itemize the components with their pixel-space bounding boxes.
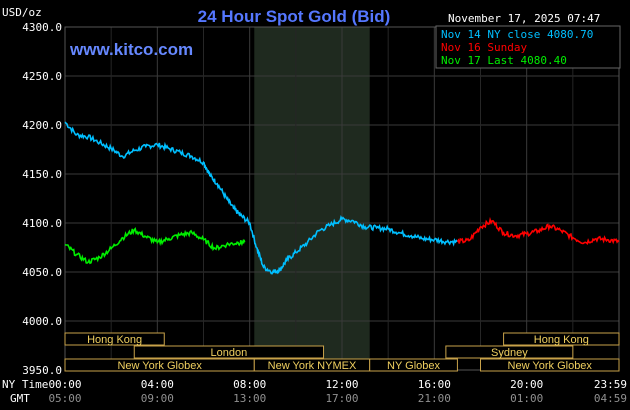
legend-entry-nov17: Nov 17 Last 4080.40 <box>441 54 567 67</box>
session-label: Sydney <box>491 347 528 359</box>
x-tick-label-ny: 04:00 <box>141 378 174 391</box>
x-tick-label-ny: 20:00 <box>510 378 543 391</box>
legend: Nov 14 NY close 4080.70 Nov 16 Sunday No… <box>435 25 621 69</box>
session-bar <box>480 358 620 372</box>
y-axis-unit: USD/oz <box>2 6 42 19</box>
series-line-nov16 <box>456 216 620 246</box>
session-bar <box>503 332 620 346</box>
gmt-row-label: GMT <box>10 392 30 405</box>
ny-time-row-label: NY Time <box>2 378 48 391</box>
x-tick-label-ny: 16:00 <box>418 378 451 391</box>
x-tick-label-gmt: 13:00 <box>233 392 266 405</box>
y-tick-label: 4150.0 <box>22 168 62 181</box>
session-label: New York Globex <box>117 360 202 372</box>
y-tick-label: 4000.0 <box>22 315 62 328</box>
nymex-shade-layer <box>254 27 370 370</box>
chart-title: 24 Hour Spot Gold (Bid) <box>198 7 391 26</box>
legend-box <box>435 25 621 69</box>
y-tick-label: 4200.0 <box>22 119 62 132</box>
session-bar <box>445 345 574 359</box>
session-label: Hong Kong <box>534 334 589 346</box>
x-tick-label-ny: 00:00 <box>48 378 81 391</box>
y-tick-label: 4300.0 <box>22 21 62 34</box>
session-layer: Hong Kong London New York Globex New York N… <box>64 332 620 372</box>
x-tick-label-gmt: 17:00 <box>325 392 358 405</box>
session-bar <box>369 358 458 372</box>
axis-layer: 4300.0 4250.0 4200.0 4150.0 4100.0 4050.0 4000… <box>22 21 627 405</box>
line-layer <box>64 121 620 275</box>
series-line-nov17 <box>64 227 246 265</box>
x-tick-label-ny: 08:00 <box>233 378 266 391</box>
brand-watermark: www.kitco.com <box>69 40 193 59</box>
x-tick-label-gmt: 04:59 <box>594 392 627 405</box>
y-tick-label: 3950.0 <box>22 364 62 377</box>
session-label: New York Globex <box>508 360 593 372</box>
x-tick-label-ny: 12:00 <box>325 378 358 391</box>
legend-entry-nov14: Nov 14 NY close 4080.70 <box>441 28 593 41</box>
x-tick-label-gmt: 09:00 <box>141 392 174 405</box>
x-tick-label-gmt: 05:00 <box>48 392 81 405</box>
y-tick-label: 4050.0 <box>22 266 62 279</box>
y-tick-label: 4250.0 <box>22 70 62 83</box>
session-label: New York NYMEX <box>268 360 357 372</box>
nymex-shaded-region <box>254 27 370 370</box>
session-label: London <box>211 347 248 359</box>
x-tick-label-ny: 23:59 <box>594 378 627 391</box>
series-line-nov14 <box>64 121 458 275</box>
y-tick-label: 4100.0 <box>22 217 62 230</box>
session-label: Hong Kong <box>87 334 142 346</box>
legend-entry-nov16: Nov 16 Sunday <box>441 41 527 54</box>
x-tick-label-gmt: 21:00 <box>418 392 451 405</box>
session-bar <box>64 332 165 346</box>
timestamp: November 17, 2025 07:47 <box>448 12 600 25</box>
x-tick-label-gmt: 01:00 <box>510 392 543 405</box>
session-label: NY Globex <box>387 360 440 372</box>
session-bar <box>133 345 325 359</box>
